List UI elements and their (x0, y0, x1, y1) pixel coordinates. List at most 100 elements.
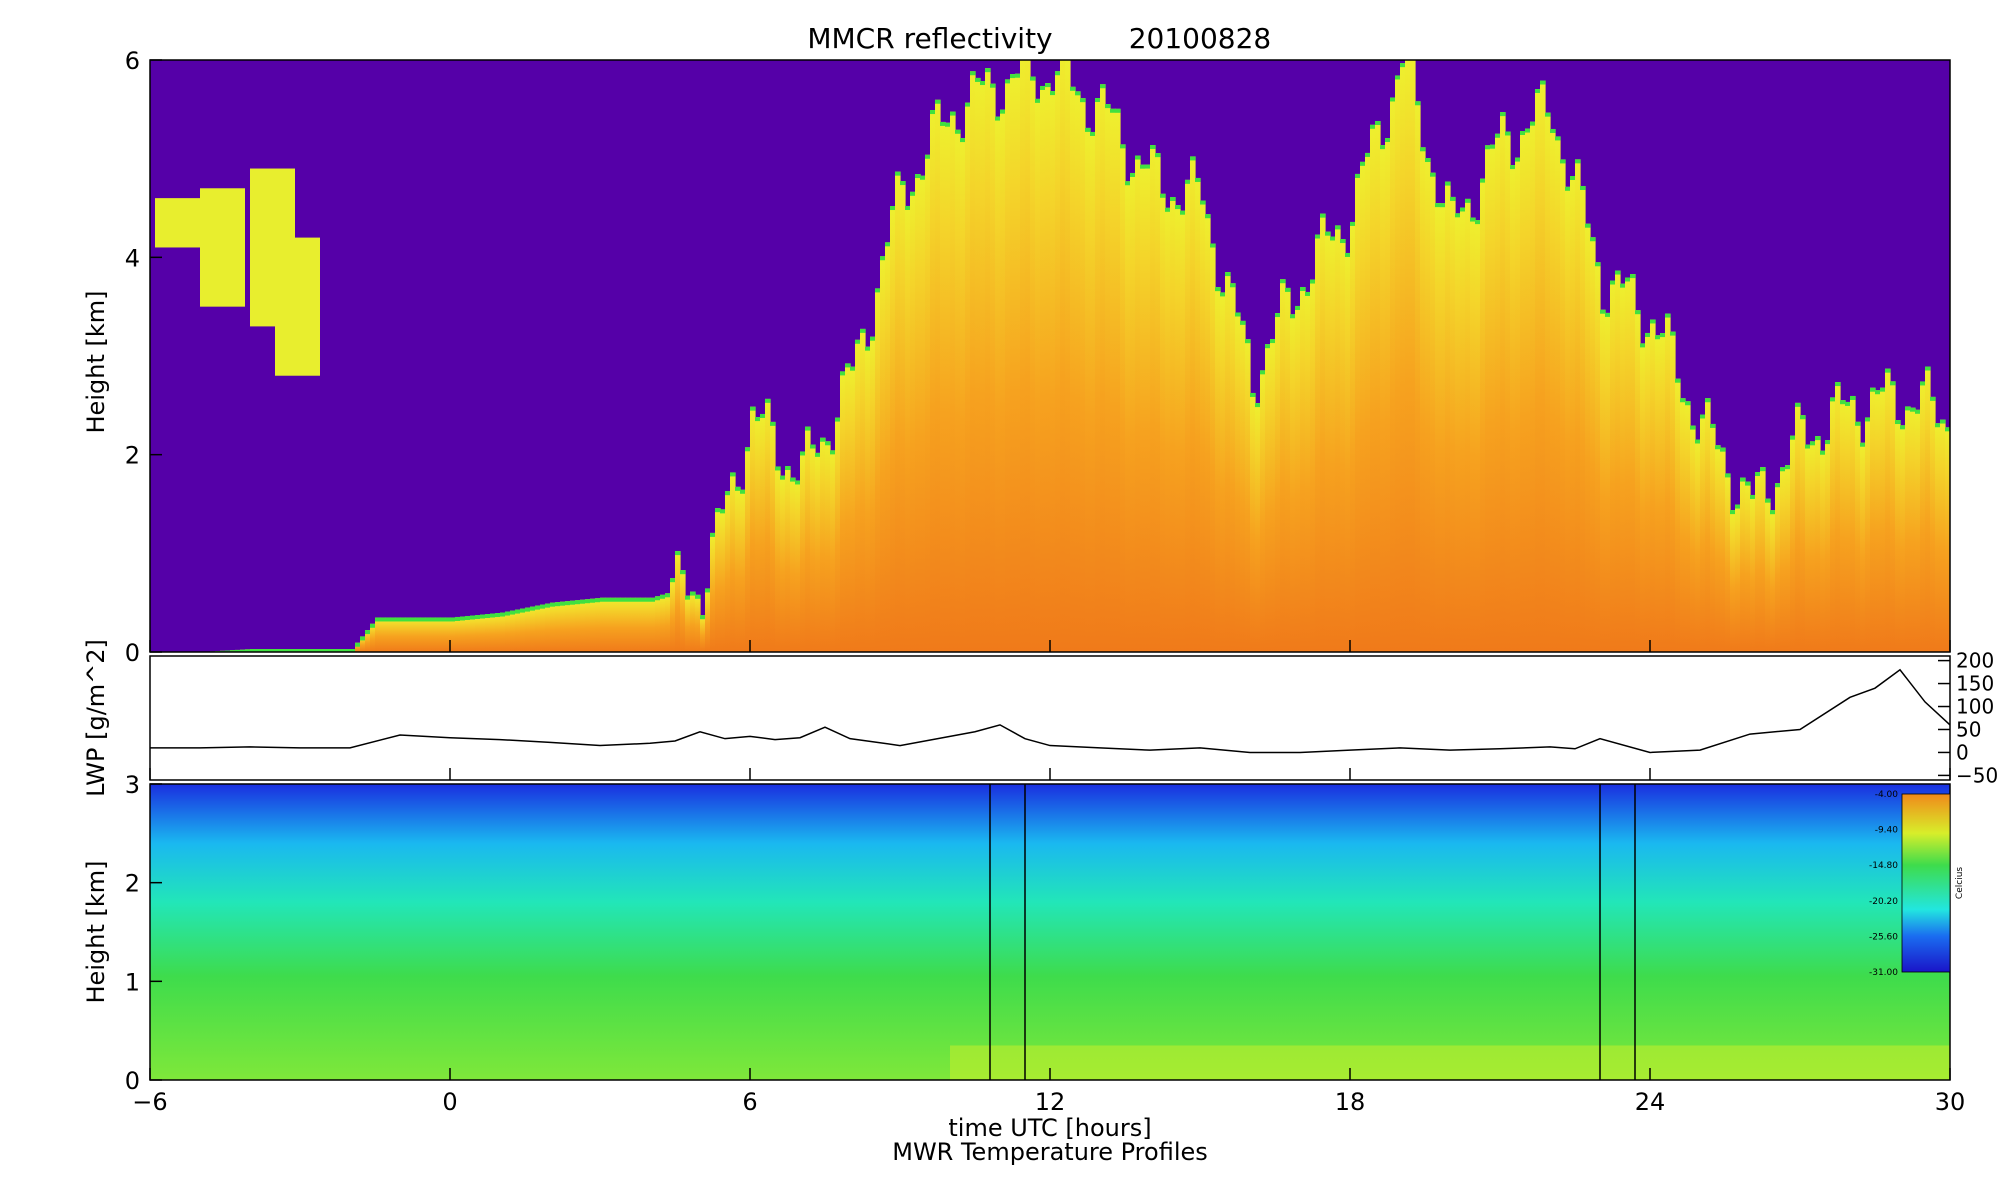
reflectivity-cell (1210, 243, 1216, 652)
reflectivity-cell (1755, 472, 1761, 652)
reflectivity-cloud-patch (275, 237, 320, 376)
reflectivity-edge (935, 99, 941, 104)
lwp-ytick-label: 100 (1956, 695, 1994, 719)
reflectivity-cell (1740, 477, 1746, 652)
reflectivity-cell (1340, 239, 1346, 652)
reflectivity-edge (1200, 200, 1206, 205)
reflectivity-cell (1865, 417, 1871, 652)
reflectivity-cell (450, 617, 456, 652)
reflectivity-edge (510, 610, 516, 615)
reflectivity-edge (725, 491, 731, 496)
reflectivity-cell (980, 81, 986, 652)
reflectivity-edge (255, 649, 261, 652)
reflectivity-edge (1825, 440, 1831, 445)
reflectivity-cell (1520, 131, 1526, 652)
reflectivity-cell (1195, 177, 1201, 652)
reflectivity-cell (1380, 145, 1386, 652)
reflectivity-edge (1625, 277, 1631, 282)
reflectivity-edge (1850, 395, 1856, 400)
reflectivity-ytick-label: 2 (125, 442, 140, 470)
reflectivity-cell (1540, 80, 1546, 652)
colorbar-tick-label: -25.60 (1869, 932, 1898, 942)
reflectivity-edge (1120, 144, 1126, 149)
reflectivity-cell (1265, 344, 1271, 652)
chart-title: MMCR reflectivity (807, 22, 1052, 55)
reflectivity-cell (520, 608, 526, 652)
reflectivity-edge (1125, 181, 1131, 186)
reflectivity-edge (565, 601, 571, 606)
reflectivity-cell (1005, 79, 1011, 652)
colorbar-scale (1901, 793, 1951, 973)
x-tick-label: −6 (132, 1088, 167, 1116)
reflectivity-edge (1350, 221, 1356, 226)
reflectivity-cell (1575, 159, 1581, 652)
reflectivity-cell (480, 614, 486, 652)
reflectivity-cell (1350, 221, 1356, 652)
reflectivity-edge (1220, 292, 1226, 297)
lwp-ytick-label: 200 (1956, 649, 1994, 673)
reflectivity-cell (1875, 390, 1881, 652)
reflectivity-cell (1410, 60, 1416, 652)
reflectivity-cell (1775, 483, 1781, 652)
reflectivity-edge (575, 600, 581, 605)
reflectivity-ytick-label: 6 (125, 47, 140, 75)
reflectivity-edge (1920, 381, 1926, 386)
reflectivity-cell (1205, 214, 1211, 652)
reflectivity-edge (1275, 313, 1281, 318)
reflectivity-edge (275, 649, 281, 652)
reflectivity-cell (425, 617, 431, 652)
reflectivity-edge (295, 649, 301, 652)
reflectivity-cell (1785, 465, 1791, 652)
reflectivity-cell (415, 617, 421, 652)
reflectivity-cloud-patch (200, 188, 245, 307)
reflectivity-edge (485, 614, 491, 619)
reflectivity-edge (310, 649, 316, 652)
reflectivity-cell (630, 597, 636, 652)
reflectivity-edge (400, 617, 406, 622)
reflectivity-edge (375, 617, 381, 622)
reflectivity-edge (270, 649, 276, 652)
reflectivity-cell (770, 421, 776, 652)
reflectivity-cell (1765, 498, 1771, 652)
reflectivity-edge (1860, 442, 1866, 447)
reflectivity-cell (725, 491, 731, 652)
reflectivity-cell (740, 489, 746, 652)
reflectivity-edge (1240, 320, 1246, 325)
reflectivity-cell (625, 597, 631, 652)
reflectivity-cell (1715, 445, 1721, 652)
reflectivity-cell (1600, 309, 1606, 652)
reflectivity-cell (1105, 104, 1111, 652)
reflectivity-cell (750, 406, 756, 652)
reflectivity-edge (920, 175, 926, 180)
reflectivity-edge (1210, 243, 1216, 248)
reflectivity-edge (890, 206, 896, 211)
reflectivity-cell (1745, 481, 1751, 652)
reflectivity-cell (1370, 124, 1376, 652)
reflectivity-edge (1015, 73, 1021, 78)
reflectivity-edge (1755, 472, 1761, 477)
reflectivity-cell (940, 121, 946, 652)
reflectivity-cell (1335, 225, 1341, 652)
reflectivity-cell (565, 601, 571, 652)
reflectivity-edge (1260, 370, 1266, 375)
reflectivity-edge (1935, 423, 1941, 428)
reflectivity-edge (1435, 203, 1441, 208)
reflectivity-cell (1535, 89, 1541, 652)
reflectivity-edge (990, 83, 996, 88)
reflectivity-edge (1890, 381, 1896, 386)
reflectivity-cell (1040, 85, 1046, 652)
reflectivity-cell (615, 597, 621, 652)
reflectivity-edge (1505, 131, 1511, 136)
reflectivity-edge (985, 68, 991, 73)
reflectivity-edge (800, 451, 806, 456)
reflectivity-cell (1330, 236, 1336, 652)
reflectivity-edge (1150, 145, 1156, 150)
reflectivity-cell (640, 597, 646, 652)
reflectivity-edge (1790, 435, 1796, 440)
reflectivity-cell (1465, 198, 1471, 652)
reflectivity-edge (930, 110, 936, 115)
reflectivity-cell (1435, 203, 1441, 652)
reflectivity-edge (1315, 234, 1321, 239)
reflectivity-edge (1330, 236, 1336, 241)
reflectivity-edge (1035, 98, 1041, 103)
